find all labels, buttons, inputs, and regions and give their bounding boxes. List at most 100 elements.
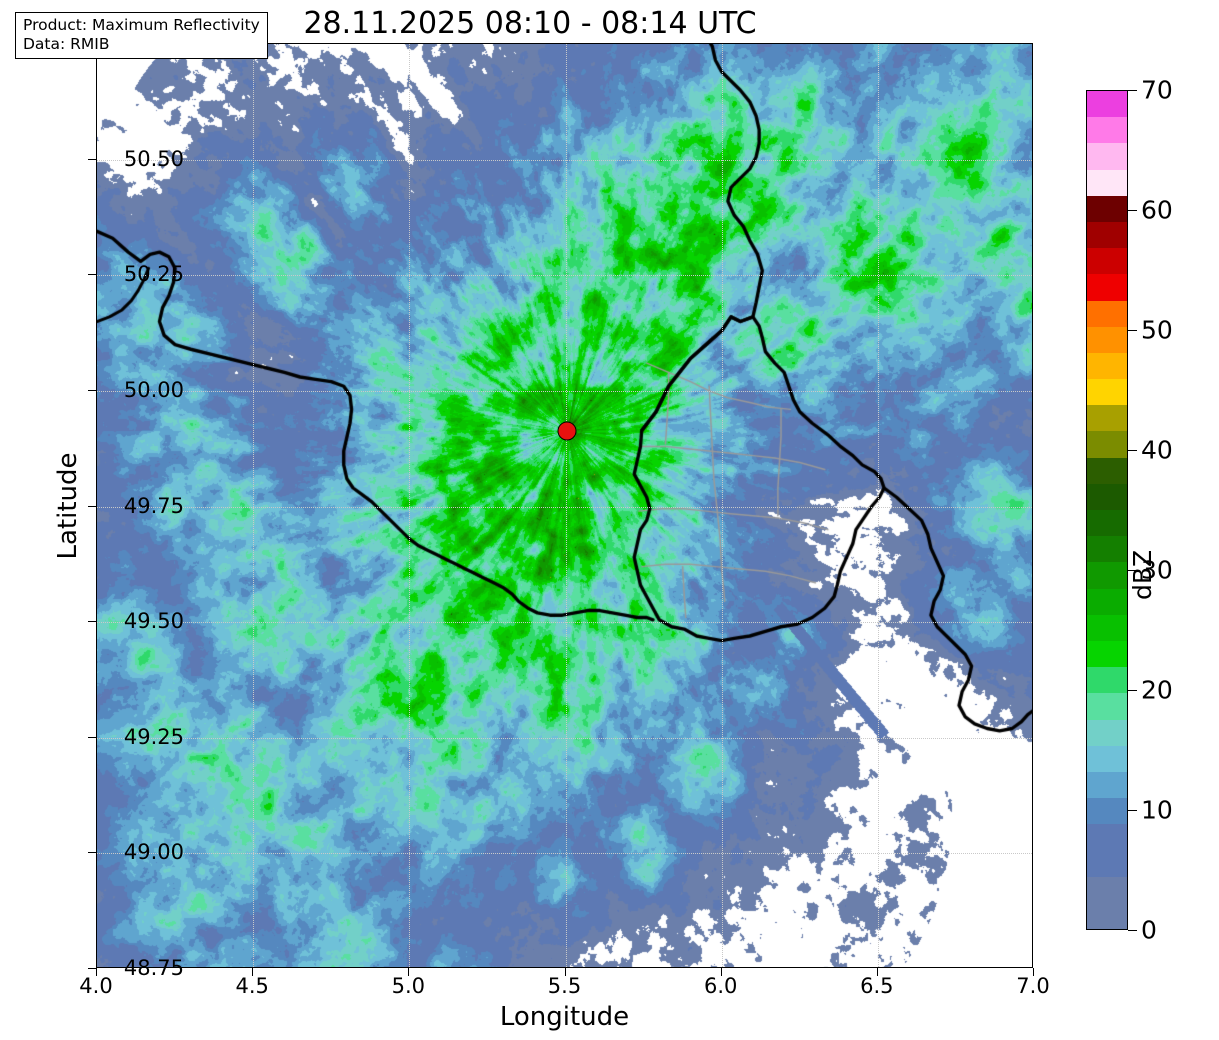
colorbar-segment: [1087, 745, 1127, 772]
y-axis-tick-label: 49.25: [123, 724, 184, 749]
info-data-line: Data: RMIB: [23, 34, 110, 53]
colorbar-segment: [1087, 326, 1127, 353]
gridline-horizontal: [97, 853, 1032, 855]
colorbar-segment: [1087, 588, 1127, 615]
colorbar-tick-label: 30: [1141, 555, 1173, 585]
gridline-horizontal: [97, 159, 1032, 161]
y-axis-tick-mark: [88, 274, 96, 276]
colorbar-tick-mark: [1128, 810, 1137, 811]
gridline-vertical: [877, 44, 879, 967]
gridline-horizontal: [97, 390, 1032, 392]
colorbar-segment: [1087, 431, 1127, 458]
colorbar-tick-label: 10: [1141, 795, 1173, 825]
colorbar-tick-mark: [1128, 90, 1137, 91]
x-axis-label: Longitude: [499, 1002, 630, 1032]
colorbar-segment: [1087, 693, 1127, 720]
colorbar-tick-mark: [1128, 210, 1137, 211]
x-axis-tick-label: 6.5: [860, 974, 894, 998]
colorbar-tick-label: 50: [1141, 315, 1173, 345]
x-axis-tick-mark: [720, 968, 722, 976]
y-axis-tick-label: 48.75: [123, 956, 184, 980]
colorbar-segment: [1087, 117, 1127, 144]
x-axis-tick-mark: [876, 968, 878, 976]
colorbar-segment: [1087, 300, 1127, 327]
colorbar-segment: [1087, 248, 1127, 275]
y-axis-tick-mark: [88, 736, 96, 738]
gridline-horizontal: [97, 737, 1032, 739]
gridline-vertical: [721, 44, 723, 967]
radar-plot: [96, 43, 1033, 968]
y-axis-tick-label: 50.00: [123, 377, 184, 402]
x-axis-tick-mark: [564, 968, 566, 976]
x-axis-tick-mark: [1033, 968, 1034, 976]
gridline-horizontal: [97, 622, 1032, 624]
colorbar-segment: [1087, 536, 1127, 563]
colorbar-segment: [1087, 405, 1127, 432]
info-product-line: Product: Maximum Reflectivity: [23, 16, 260, 34]
colorbar-segment: [1087, 510, 1127, 537]
colorbar-segment: [1087, 614, 1127, 641]
colorbar-tick-mark: [1128, 690, 1137, 691]
colorbar-segment: [1087, 719, 1127, 746]
x-axis-tick-mark: [252, 968, 254, 976]
y-axis-tick-mark: [88, 852, 96, 854]
colorbar-segment: [1087, 562, 1127, 589]
colorbar-segment: [1087, 143, 1127, 170]
x-axis-tick-label: 5.0: [391, 974, 426, 998]
gridline-vertical: [253, 44, 255, 967]
colorbar: [1086, 90, 1128, 930]
x-axis-tick-label: 4.0: [79, 974, 113, 998]
colorbar-segment: [1087, 169, 1127, 196]
y-axis-tick-label: 49.75: [123, 493, 184, 518]
y-axis-tick-label: 50.50: [123, 146, 184, 171]
x-axis-tick-label: 7.0: [1016, 974, 1050, 998]
x-axis-tick-label: 5.5: [547, 974, 582, 998]
gridline-horizontal: [97, 275, 1032, 277]
colorbar-segment: [1087, 195, 1127, 222]
colorbar-tick-label: 0: [1141, 915, 1157, 945]
x-axis-tick-label: 4.5: [235, 974, 269, 998]
colorbar-tick-mark: [1128, 450, 1137, 451]
colorbar-segment: [1087, 483, 1127, 510]
colorbar-segment: [1087, 876, 1127, 903]
x-axis-tick-mark: [96, 968, 97, 976]
colorbar-segment: [1087, 91, 1127, 118]
y-axis-tick-mark: [88, 158, 96, 160]
colorbar-segment: [1087, 667, 1127, 694]
x-axis-tick-mark: [408, 968, 410, 976]
y-axis-tick-mark: [88, 389, 96, 391]
x-axis-tick-label: 6.0: [703, 974, 738, 998]
colorbar-tick-mark: [1128, 930, 1137, 931]
radar-echo-layer: [97, 44, 1032, 967]
colorbar-tick-label: 40: [1141, 435, 1173, 465]
colorbar-segment: [1087, 824, 1127, 851]
gridline-vertical: [409, 44, 411, 967]
gridline-vertical: [565, 44, 567, 967]
colorbar-segment: [1087, 221, 1127, 249]
colorbar-tick-mark: [1128, 570, 1137, 571]
product-info-box: Product: Maximum Reflectivity Data: RMIB: [15, 12, 268, 59]
y-axis-tick-label: 49.50: [123, 609, 184, 634]
colorbar-segment: [1087, 850, 1127, 877]
colorbar-segment: [1087, 902, 1127, 929]
y-axis-tick-mark: [88, 968, 96, 969]
colorbar-segment: [1087, 379, 1127, 406]
colorbar-tick-label: 60: [1141, 195, 1173, 225]
colorbar-segment: [1087, 798, 1127, 825]
colorbar-tick-label: 70: [1141, 75, 1173, 105]
y-axis-tick-label: 49.00: [123, 840, 184, 865]
y-axis-tick-label: 50.25: [123, 262, 184, 287]
y-axis-tick-mark: [88, 505, 96, 507]
radar-site-marker: [557, 421, 577, 441]
colorbar-title: dBZ: [1128, 549, 1157, 600]
gridline-horizontal: [97, 506, 1032, 508]
colorbar-segment: [1087, 771, 1127, 799]
radar-plot-inner: [97, 44, 1032, 967]
colorbar-segment: [1087, 352, 1127, 380]
colorbar-segment: [1087, 640, 1127, 668]
colorbar-segment: [1087, 457, 1127, 484]
colorbar-segment: [1087, 274, 1127, 301]
y-axis-tick-mark: [88, 621, 96, 623]
page-title: 28.11.2025 08:10 - 08:14 UTC: [303, 6, 757, 41]
colorbar-tick-mark: [1128, 330, 1137, 331]
